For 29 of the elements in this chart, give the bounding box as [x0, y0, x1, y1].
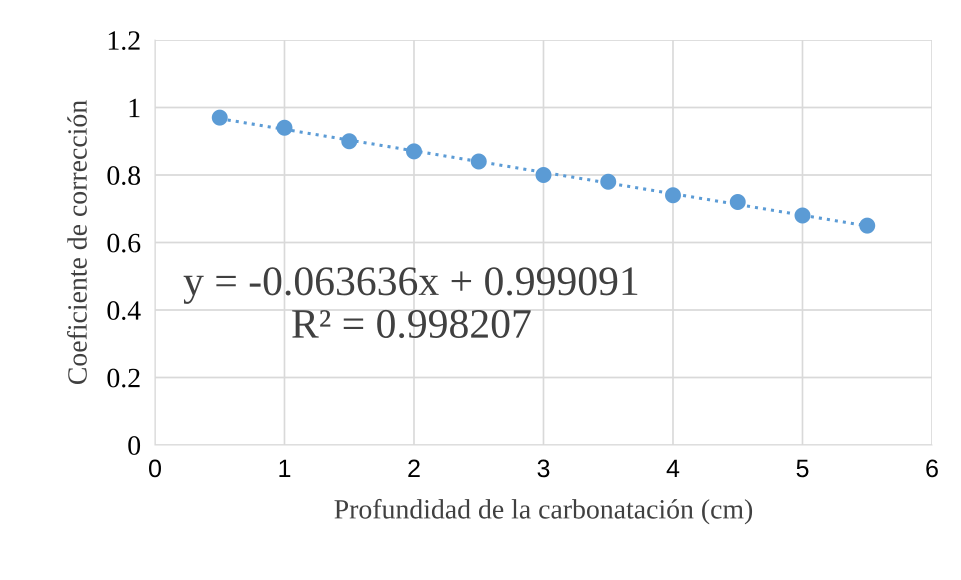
y-tick-label: 0.2 — [107, 368, 140, 388]
x-tick-label: 6 — [926, 460, 938, 478]
y-tick-label: 0.4 — [107, 301, 141, 320]
x-axis-title: Profundidad de la carbonatación (cm) — [334, 498, 752, 524]
annotation: y = -0.063636x + 0.999091 — [184, 267, 638, 304]
point — [794, 208, 810, 224]
y-tick-label: 1.2 — [108, 31, 140, 50]
x-tick-label: 4 — [666, 460, 680, 478]
point — [341, 133, 358, 150]
point — [406, 143, 422, 160]
annotation: R² = 0.998207 — [292, 310, 531, 338]
point — [276, 120, 292, 136]
point — [212, 110, 228, 126]
y-tick-label: 0.8 — [107, 166, 140, 186]
x-tick-label: 5 — [796, 460, 808, 478]
y-axis-title: Coeficiente de corrección — [67, 100, 87, 384]
x-tick-label: 3 — [538, 460, 550, 478]
point — [470, 154, 487, 170]
x-tick-label: 2 — [408, 460, 420, 478]
x-tick-label: 0 — [149, 460, 161, 478]
y-tick-label: 1 — [130, 98, 140, 118]
point — [859, 218, 876, 234]
point — [536, 167, 552, 183]
y-tick-label: 0 — [128, 436, 140, 455]
point — [600, 174, 616, 190]
point — [665, 187, 681, 204]
x-tick-label: 1 — [279, 460, 290, 478]
point — [730, 194, 746, 210]
y-tick-label: 0.6 — [107, 234, 140, 253]
